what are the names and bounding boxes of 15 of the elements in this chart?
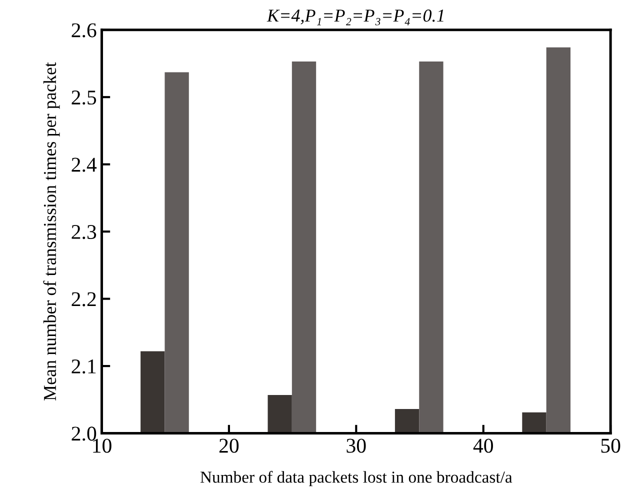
x-tick-label: 20 <box>219 438 239 453</box>
x-tick-label: 30 <box>346 438 366 453</box>
x-tick-label: 10 <box>93 438 112 453</box>
y-axis-title: Mean number of transmission times per packet <box>43 62 60 401</box>
y-tick-label: 2.2 <box>72 292 96 306</box>
x-tick-label: 50 <box>601 438 620 453</box>
y-tick-label: 2.6 <box>72 23 96 38</box>
x-tick-label: 40 <box>473 438 493 453</box>
y-tick-label: 2.3 <box>72 225 96 240</box>
y-tick-label: 2.5 <box>72 90 96 105</box>
y-tick-label: 2.0 <box>72 426 96 441</box>
y-tick-label: 2.4 <box>72 158 97 172</box>
chart-title: K=4,P₁=P₂=P₃=P₄=0.1 <box>266 10 444 26</box>
x-axis-title: Number of data packets lost in one broadcast/a <box>200 470 512 486</box>
y-tick-label: 2.1 <box>72 359 96 374</box>
